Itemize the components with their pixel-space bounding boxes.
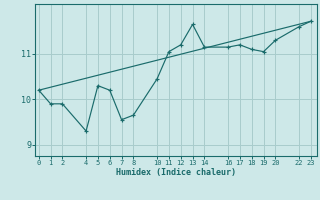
X-axis label: Humidex (Indice chaleur): Humidex (Indice chaleur) [116, 168, 236, 177]
